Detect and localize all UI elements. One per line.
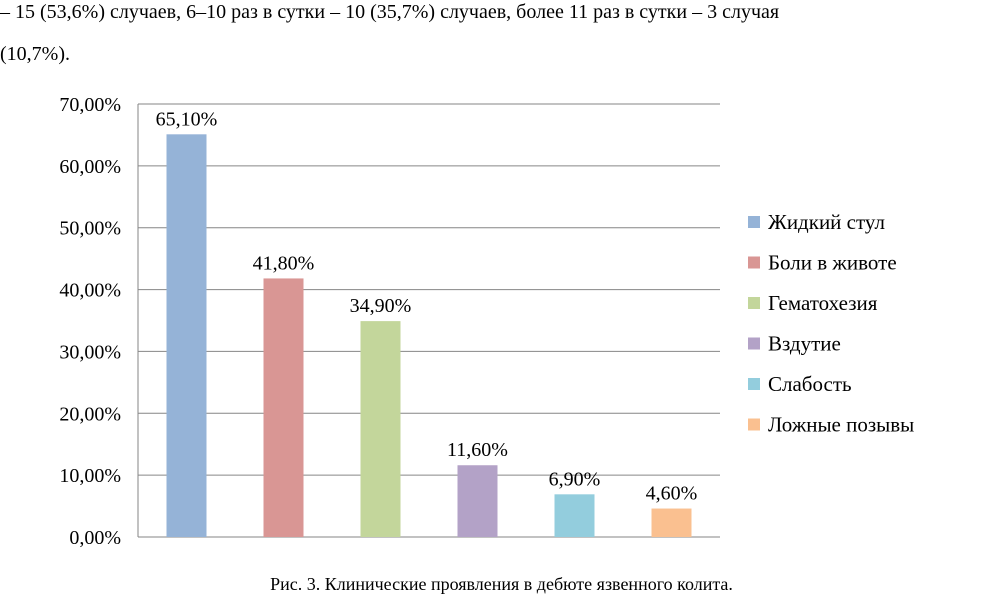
bar bbox=[457, 465, 498, 537]
bar bbox=[554, 494, 595, 537]
bar bbox=[651, 508, 692, 537]
chart-legend: Жидкий стул Боли в животе Гематохезия Вздут… bbox=[748, 210, 914, 437]
legend-label: Ложные позывы bbox=[768, 413, 914, 437]
data-label: 34,90% bbox=[350, 295, 412, 317]
legend-label: Жидкий стул bbox=[768, 210, 885, 234]
data-label: 65,10% bbox=[156, 108, 218, 130]
legend-label: Слабость bbox=[768, 372, 852, 396]
chart-data-labels: 65,10% 41,80% 34,90% 11,60% 6,90% 4,60% bbox=[156, 108, 698, 504]
legend-swatch bbox=[748, 418, 760, 431]
data-label: 6,90% bbox=[549, 468, 601, 490]
data-label: 11,60% bbox=[447, 439, 508, 461]
y-tick-label: 50,00% bbox=[59, 218, 121, 240]
legend-swatch bbox=[748, 256, 760, 269]
data-label: 4,60% bbox=[646, 483, 698, 505]
y-tick-label: 60,00% bbox=[59, 156, 121, 178]
legend-swatch bbox=[748, 216, 760, 228]
chart-axes bbox=[137, 104, 720, 538]
intro-text-line-1: – 15 (53,6%) случаев, 6–10 раз в сутки –… bbox=[0, 1, 780, 23]
y-tick-label: 20,00% bbox=[59, 403, 121, 425]
y-tick-label: 40,00% bbox=[59, 280, 121, 302]
legend-label: Боли в животе bbox=[768, 251, 897, 275]
y-tick-label: 70,00% bbox=[59, 94, 121, 116]
y-axis-tick-labels: 0,00% 10,00% 20,00% 30,00% 40,00% 50,00% 60,00… bbox=[59, 94, 121, 549]
intro-text-line-2: (10,7%). bbox=[0, 43, 70, 65]
bar bbox=[166, 134, 207, 537]
chart-gridlines bbox=[138, 103, 720, 476]
y-tick-label: 10,00% bbox=[59, 465, 121, 487]
bar bbox=[360, 321, 401, 537]
legend-label: Вздутие bbox=[768, 332, 841, 356]
y-tick-label: 30,00% bbox=[59, 341, 121, 363]
legend-label: Гематохезия bbox=[768, 291, 878, 315]
data-label: 41,80% bbox=[253, 252, 315, 274]
legend-swatch bbox=[748, 378, 760, 390]
chart-bars bbox=[166, 134, 692, 537]
bar bbox=[263, 278, 304, 537]
legend-swatch bbox=[748, 297, 760, 309]
legend-swatch bbox=[748, 337, 760, 350]
figure-caption: Рис. 3. Клинические проявления в дебюте … bbox=[270, 574, 733, 594]
y-tick-label: 0,00% bbox=[69, 527, 121, 549]
